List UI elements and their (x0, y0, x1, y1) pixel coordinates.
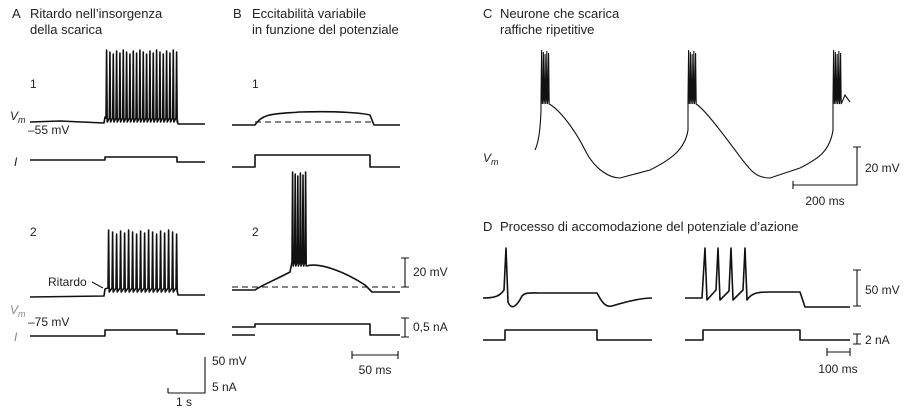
voltage-trace (482, 247, 653, 308)
voltage-trace (685, 247, 850, 308)
potential-label: –55 mV (28, 123, 69, 137)
current-trace (232, 323, 400, 336)
vm-label: Vm (10, 109, 26, 125)
panel-letter: B (233, 6, 242, 21)
voltage-trace (232, 110, 400, 126)
vm-label: Vm (483, 151, 499, 167)
current-trace (685, 329, 850, 341)
trace-number: 2 (252, 225, 259, 239)
scale-label: 5 nA (212, 380, 237, 394)
scale-label: 50 mV (865, 283, 900, 297)
voltage-trace (29, 49, 205, 125)
trace-number: 1 (252, 77, 259, 91)
scale-label: 50 ms (359, 363, 392, 377)
panel-letter: A (12, 6, 21, 21)
current-label: I (14, 155, 18, 169)
panel-title: Neurone che scarica (500, 6, 620, 21)
current-trace (232, 154, 400, 168)
scale-label: 0,5 nA (413, 320, 448, 334)
scale-bar (826, 269, 861, 356)
vm-label: Vm (10, 303, 26, 319)
current-trace (30, 156, 205, 163)
annotation: Ritardo (48, 275, 87, 289)
scale-bar (351, 257, 409, 359)
panel-title: in funzione del potenziale (252, 22, 399, 37)
panel-title: della scarica (30, 22, 103, 37)
panel-letter: D (483, 219, 492, 234)
arrow (91, 281, 104, 289)
panel-title: raffiche ripetitive (500, 22, 594, 37)
voltage-trace (534, 49, 851, 179)
panel-letter: C (483, 6, 492, 21)
scale-label: 1 s (176, 395, 192, 409)
scale-label: 20 mV (865, 161, 900, 175)
panel-title: Eccitabilità variabile (252, 6, 366, 21)
scale-label: 2 nA (865, 333, 890, 347)
trace-number: 2 (30, 225, 37, 239)
voltage-trace (29, 229, 205, 298)
scale-label: 200 ms (805, 194, 844, 208)
current-trace (30, 329, 205, 337)
panel-title: Ritardo nell’insorgenza (30, 6, 163, 21)
panel-title: Processo di accomodazione del potenziale… (500, 219, 798, 234)
current-label: I (14, 330, 18, 344)
scale-bar (792, 146, 861, 189)
trace-number: 1 (30, 77, 37, 91)
voltage-trace (232, 171, 400, 293)
current-trace (483, 329, 652, 341)
scale-bar (167, 357, 206, 394)
scale-label: 20 mV (413, 265, 448, 279)
potential-label: –75 mV (28, 315, 69, 329)
scale-label: 50 mV (212, 354, 247, 368)
scale-label: 100 ms (818, 362, 857, 376)
